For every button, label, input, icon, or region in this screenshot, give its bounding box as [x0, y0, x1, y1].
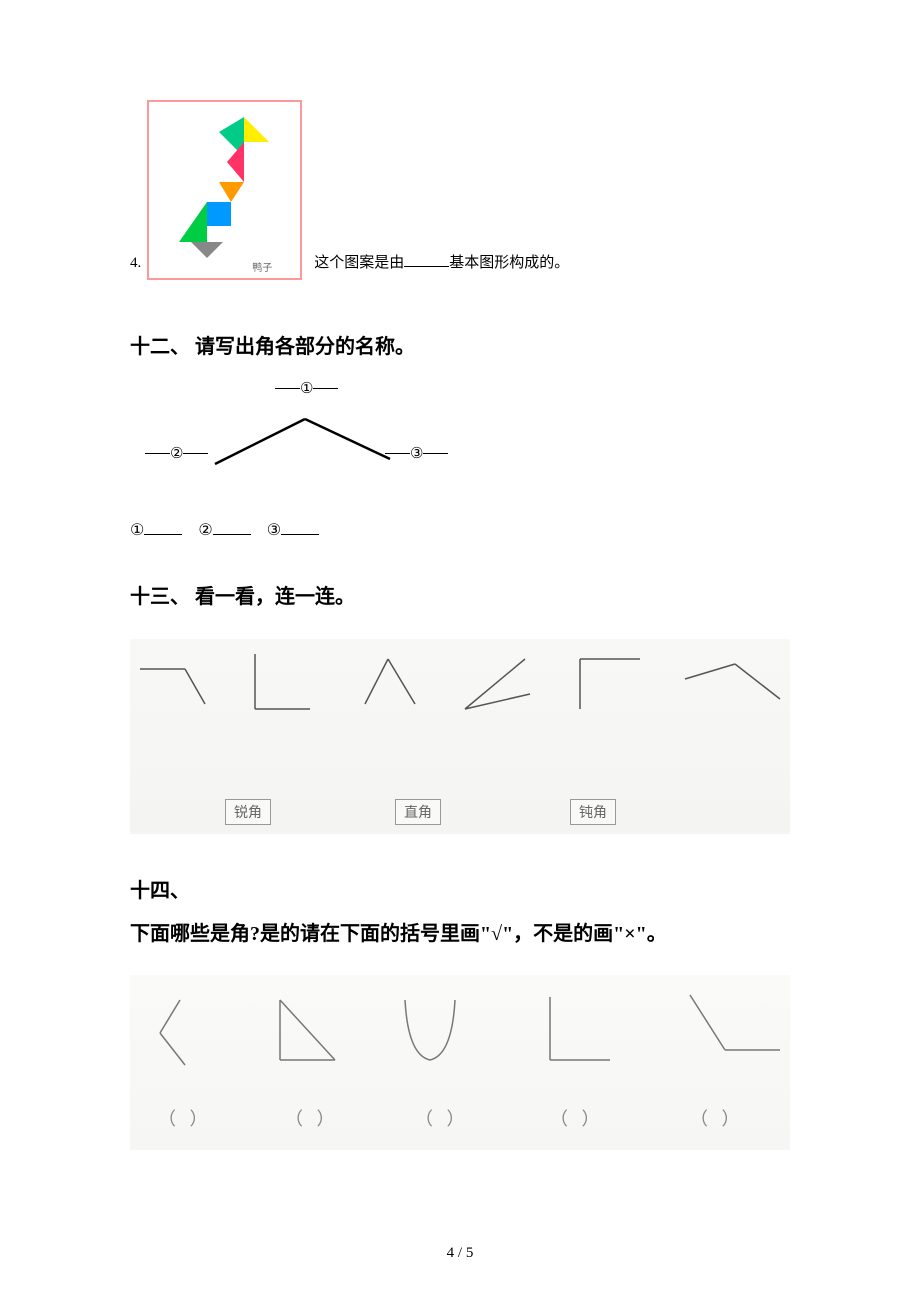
section-12-heading: 十二、 请写出角各部分的名称。 — [130, 330, 790, 359]
paren-3[interactable]: （ ） — [415, 1105, 465, 1131]
page-number: 4 / 5 — [447, 1245, 474, 1262]
answer-2-blank[interactable] — [213, 519, 251, 535]
section-14-heading: 十四、 — [130, 874, 790, 903]
section-13-figure: 锐角 直角 钝角 — [130, 639, 790, 834]
q4-blank[interactable] — [404, 252, 449, 267]
tangram-figure: 鸭子 — [147, 100, 302, 280]
section-14-figure: （ ） （ ） （ ） （ ） （ ） — [130, 975, 790, 1150]
paren-1[interactable]: （ ） — [158, 1105, 208, 1131]
answer-2-label: ② — [198, 522, 212, 539]
label-right: 直角 — [395, 799, 441, 825]
circled-3: ③ — [410, 444, 423, 463]
angle-diagram: ① ② ③ — [160, 389, 440, 489]
paren-5[interactable]: （ ） — [690, 1105, 740, 1131]
answer-1-blank[interactable] — [144, 519, 182, 535]
angle-label-top: ① — [275, 379, 338, 398]
section-13-shapes-svg — [130, 649, 790, 769]
circled-2: ② — [170, 444, 183, 463]
question-4-row: 4. 鸭子 这个图案是由 基本图形构成的。 — [130, 100, 790, 280]
section-14-body: 下面哪些是角?是的请在下面的括号里画"√"，不是的画"×"。 — [130, 918, 790, 950]
angle-label-right: ③ — [385, 444, 448, 463]
section-12-answers: ① ② ③ — [130, 519, 790, 540]
q4-text: 这个图案是由 基本图形构成的。 — [314, 251, 569, 280]
answer-3-label: ③ — [267, 522, 281, 539]
label-obtuse: 钝角 — [570, 799, 616, 825]
angle-svg — [160, 389, 440, 489]
paren-2[interactable]: （ ） — [285, 1105, 335, 1131]
label-acute: 锐角 — [225, 799, 271, 825]
tangram-caption: 鸭子 — [252, 259, 272, 274]
q4-text-before: 这个图案是由 — [314, 255, 404, 271]
circled-1: ① — [300, 379, 313, 398]
answer-3-blank[interactable] — [281, 519, 319, 535]
answer-1-label: ① — [130, 522, 144, 539]
tangram-svg — [149, 102, 304, 282]
section-14-shapes-svg — [130, 985, 790, 1095]
paren-4[interactable]: （ ） — [550, 1105, 600, 1131]
angle-label-left: ② — [145, 444, 208, 463]
section-13-heading: 十三、 看一看，连一连。 — [130, 580, 790, 609]
q4-text-after: 基本图形构成的。 — [449, 255, 569, 271]
q4-number: 4. — [130, 255, 141, 280]
